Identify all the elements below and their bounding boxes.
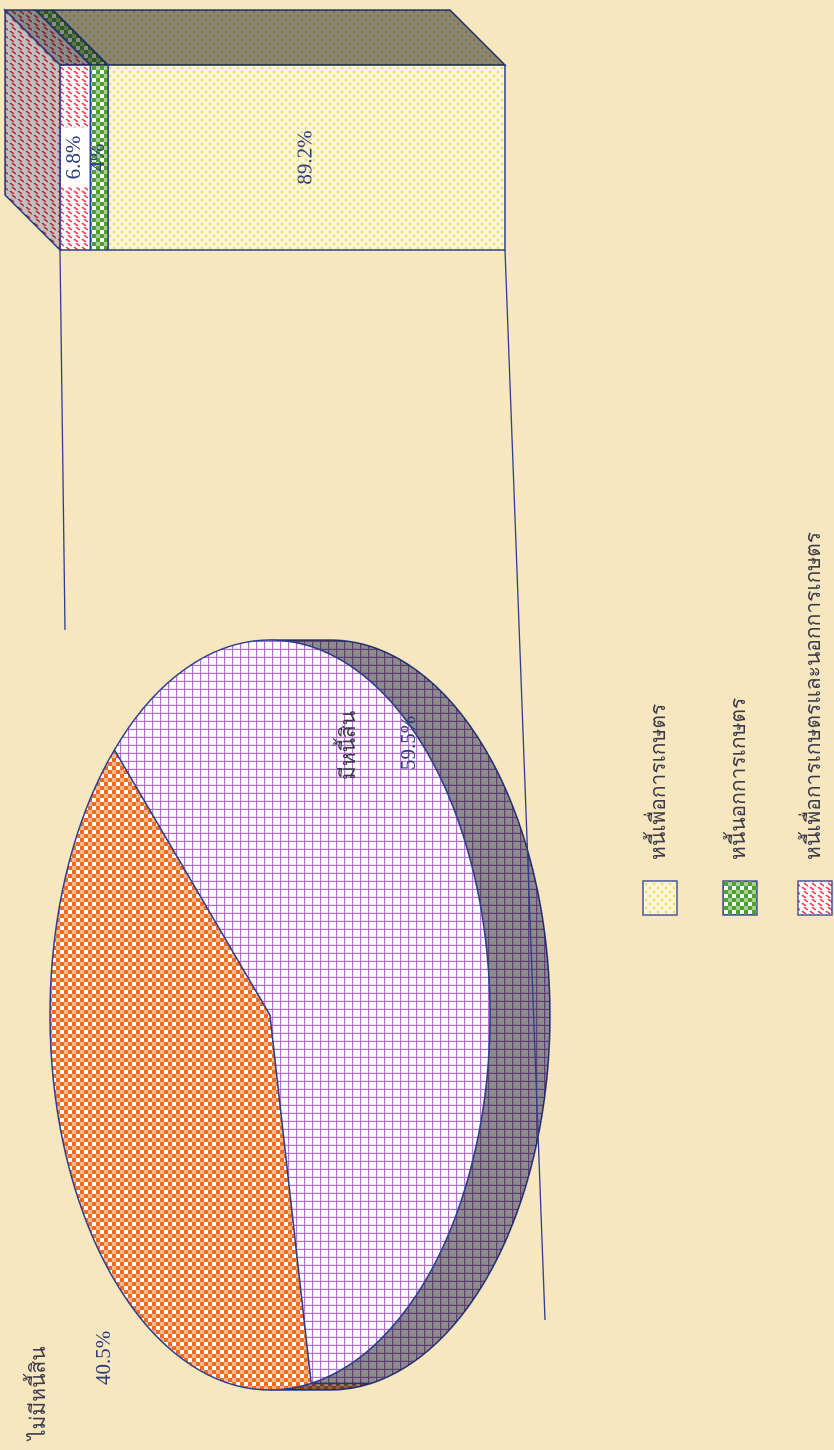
pie-side-shade xyxy=(270,640,550,1384)
legend-label: หนี้นอกการเกษตร xyxy=(723,698,750,860)
pie-category-label: ไม่มีหนี้สิน xyxy=(23,1346,50,1442)
bar-value-label: 89.2% xyxy=(292,130,316,184)
rotated-chart: ไม่มีหนี้สิน 40.5%มีหนี้สิน 59.5%89.2%4%6.… xyxy=(3,8,833,1442)
pie-slice xyxy=(113,639,491,1385)
bar-top xyxy=(4,8,61,252)
bar-side-shade xyxy=(5,10,91,65)
legend-swatch xyxy=(797,880,833,916)
pie-value-label: 40.5% xyxy=(91,1331,115,1385)
legend-label: หนี้เพื่อการเกษตร xyxy=(643,704,670,860)
bar-side-shade xyxy=(53,10,505,65)
bar-side-shade xyxy=(35,10,109,65)
pie-slice xyxy=(49,748,313,1391)
pie-category-label: มีหนี้สิน xyxy=(333,711,360,780)
connector-line xyxy=(59,249,66,631)
legend-swatch xyxy=(722,880,758,916)
legend-swatch xyxy=(642,880,678,916)
pie-value-label: 59.5% xyxy=(396,716,420,770)
bar-value-label: 6.8% xyxy=(61,136,85,180)
legend-label: หนี้เพื่อการเกษตรและนอกการเกษตร xyxy=(798,532,825,860)
connector-line xyxy=(504,249,546,1321)
label-background xyxy=(61,127,90,188)
bar-top-shade xyxy=(5,10,60,250)
pie-side-shade xyxy=(270,1383,372,1390)
